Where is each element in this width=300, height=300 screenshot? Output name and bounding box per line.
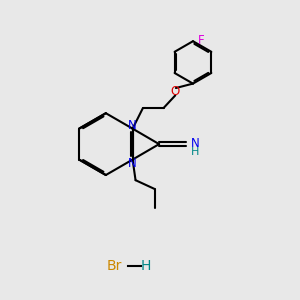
Text: N: N <box>191 137 200 150</box>
Text: O: O <box>171 85 180 98</box>
Text: Br: Br <box>107 259 122 273</box>
Text: N: N <box>128 118 137 132</box>
Text: H: H <box>140 259 151 273</box>
Text: H: H <box>191 147 199 158</box>
Text: F: F <box>198 34 205 47</box>
Text: N: N <box>128 157 137 169</box>
